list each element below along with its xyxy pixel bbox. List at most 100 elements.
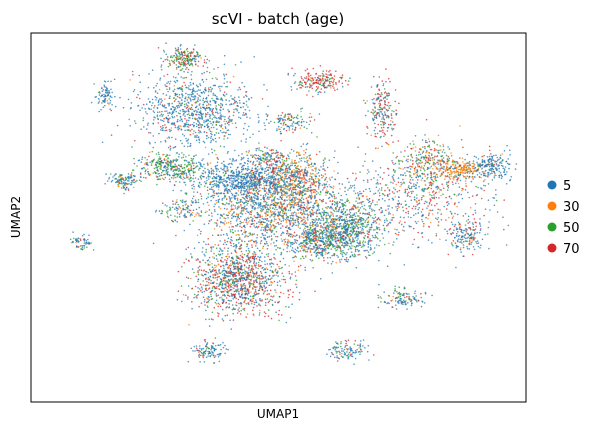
- data-point: [278, 223, 280, 226]
- data-point: [299, 174, 302, 176]
- data-point: [283, 193, 286, 196]
- data-point: [345, 218, 348, 221]
- data-point: [305, 187, 307, 190]
- data-point: [336, 210, 338, 213]
- data-point: [251, 167, 254, 169]
- data-point: [264, 212, 267, 214]
- data-point: [310, 173, 312, 175]
- data-point: [219, 192, 221, 195]
- data-point: [333, 239, 335, 241]
- data-point: [273, 220, 276, 222]
- data-point: [337, 210, 340, 213]
- data-point: [285, 212, 287, 215]
- data-point: [221, 257, 223, 259]
- data-point: [272, 202, 275, 205]
- data-point: [277, 183, 280, 186]
- data-point: [286, 225, 288, 227]
- data-point: [352, 225, 355, 228]
- data-point: [254, 194, 256, 196]
- data-point: [329, 179, 332, 181]
- data-point: [295, 175, 297, 178]
- data-point: [241, 277, 244, 280]
- data-point: [353, 255, 355, 258]
- data-point: [240, 170, 243, 173]
- data-point: [333, 201, 336, 203]
- data-point: [283, 243, 286, 245]
- data-point: [256, 236, 258, 239]
- data-point: [363, 236, 365, 239]
- data-point: [197, 270, 199, 272]
- data-point: [237, 216, 239, 218]
- data-point: [160, 101, 162, 103]
- data-point: [238, 307, 240, 309]
- cluster-points: [282, 171, 400, 280]
- data-point: [224, 116, 226, 118]
- data-point: [235, 234, 237, 236]
- data-point: [306, 234, 309, 237]
- data-point: [297, 186, 299, 188]
- data-point: [307, 242, 309, 245]
- data-point: [304, 227, 306, 230]
- data-point: [260, 171, 262, 174]
- data-point: [295, 167, 298, 170]
- data-point: [325, 249, 327, 251]
- data-point: [183, 154, 185, 156]
- data-point: [230, 292, 233, 295]
- data-point: [394, 228, 396, 230]
- data-point: [353, 187, 356, 189]
- data-point: [295, 286, 298, 289]
- data-point: [305, 233, 307, 235]
- data-point: [237, 223, 239, 226]
- data-point: [273, 178, 276, 181]
- data-point: [221, 273, 224, 276]
- data-point: [255, 286, 258, 288]
- data-point: [209, 183, 211, 186]
- data-point: [211, 287, 214, 289]
- data-point: [175, 234, 177, 237]
- data-point: [270, 221, 273, 223]
- data-point: [232, 261, 234, 264]
- data-point: [254, 187, 256, 189]
- data-point: [289, 277, 292, 280]
- data-point: [316, 172, 318, 175]
- data-point: [152, 242, 155, 245]
- data-point: [315, 230, 318, 232]
- data-point: [312, 219, 315, 221]
- data-point: [278, 219, 281, 221]
- data-point: [303, 211, 305, 213]
- data-point: [344, 222, 347, 225]
- data-point: [230, 238, 232, 241]
- data-point: [347, 248, 350, 251]
- data-point: [223, 207, 226, 210]
- data-point: [265, 211, 268, 213]
- data-point: [256, 176, 259, 179]
- data-point: [229, 166, 232, 169]
- data-point: [262, 195, 265, 197]
- data-point: [223, 167, 225, 170]
- data-point: [243, 229, 246, 231]
- data-point: [241, 201, 244, 203]
- data-point: [207, 306, 209, 309]
- data-point: [262, 218, 265, 220]
- data-point: [326, 252, 329, 255]
- data-point: [322, 219, 325, 222]
- data-point: [348, 223, 350, 226]
- data-point: [271, 174, 274, 177]
- data-point: [300, 258, 302, 260]
- data-point: [214, 291, 216, 293]
- data-point: [220, 167, 222, 170]
- data-point: [198, 126, 200, 129]
- data-point: [177, 270, 180, 273]
- data-point: [252, 306, 255, 309]
- data-point: [217, 158, 219, 160]
- data-point: [241, 173, 244, 175]
- data-point: [298, 177, 301, 180]
- data-point: [364, 255, 367, 258]
- data-point: [291, 164, 293, 167]
- data-point: [207, 176, 209, 178]
- data-point: [268, 172, 270, 174]
- data-point: [298, 208, 301, 210]
- data-point: [235, 271, 237, 274]
- data-point: [261, 168, 264, 171]
- data-point: [316, 213, 318, 215]
